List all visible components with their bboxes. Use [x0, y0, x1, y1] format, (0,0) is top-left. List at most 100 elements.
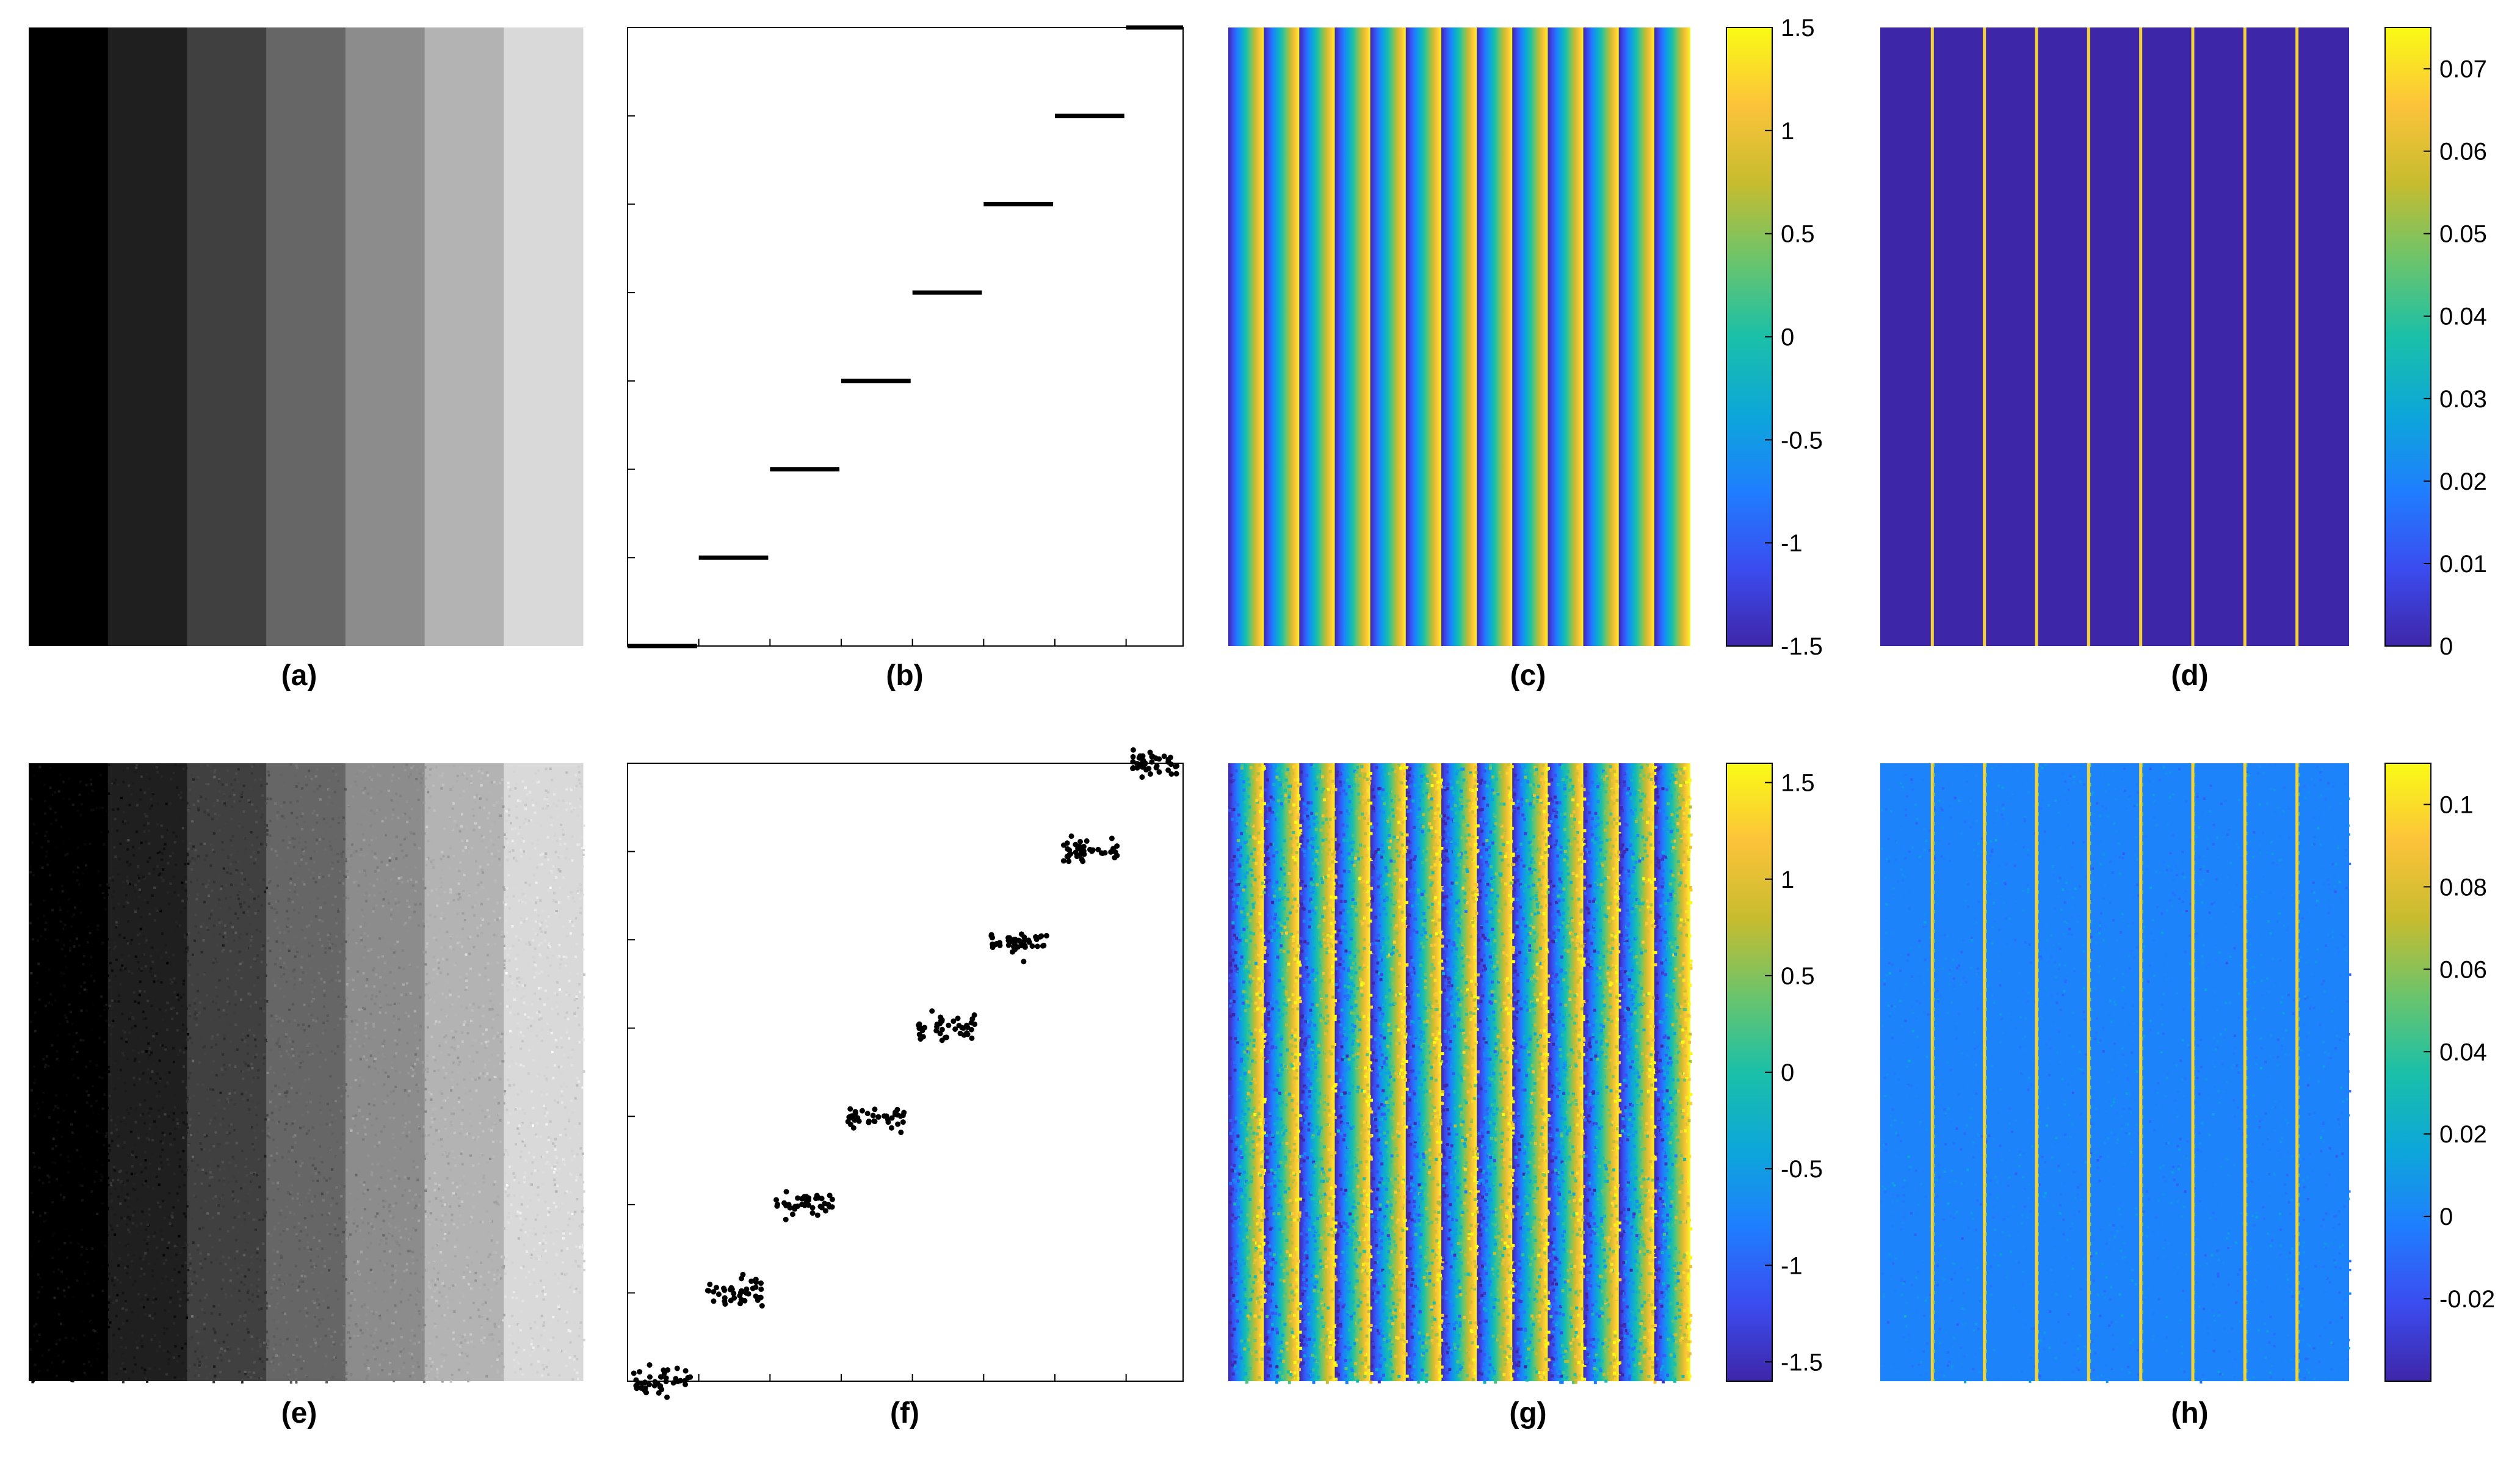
panel-c-wrap-stripe-9	[1512, 27, 1549, 646]
panel-h-colorbar-label: 0.08	[2439, 874, 2487, 901]
panel-f-point	[805, 1202, 811, 1208]
panel-f-point	[847, 1114, 853, 1120]
panel-f-point	[715, 1291, 722, 1298]
panel-g-colorbar-label: -1	[1781, 1252, 1803, 1279]
panel-f-point	[631, 1370, 637, 1376]
panel-f-step-6	[1060, 833, 1120, 865]
panel-h-background	[1880, 763, 2349, 1381]
panel-f-point	[744, 1286, 750, 1292]
panel-f-point	[1010, 949, 1016, 955]
panel-f-point	[990, 941, 996, 947]
panel-f-point	[960, 1025, 966, 1031]
panel-f-point	[1005, 935, 1012, 941]
panel-f-step-0	[631, 1362, 693, 1400]
panel-f-point	[866, 1119, 872, 1125]
panel-f-point	[803, 1198, 809, 1204]
panel-f-point	[1130, 753, 1136, 760]
panel-f-point	[1165, 767, 1171, 773]
panel-c-wrap-stripe-13	[1654, 27, 1690, 646]
panel-f-point	[646, 1362, 653, 1368]
panel-f-point	[745, 1291, 751, 1297]
panel-f-point	[713, 1285, 719, 1291]
panel-f-point	[1130, 759, 1136, 765]
panel-f-point	[661, 1367, 667, 1373]
panel-f-point	[647, 1374, 653, 1380]
panel-f-point	[875, 1114, 882, 1120]
panel-f-point	[952, 1026, 958, 1032]
panel-g-colorbar-label: -0.5	[1781, 1156, 1823, 1183]
panel-f-point	[783, 1216, 789, 1222]
panel-f-point	[939, 1026, 945, 1033]
panel-f-point	[895, 1121, 901, 1127]
panel-f-point	[637, 1369, 643, 1375]
panel-f-point	[753, 1279, 759, 1285]
panel-b-axes-frame	[627, 27, 1184, 647]
panel-h-colorbar-label: 0	[2439, 1203, 2453, 1230]
panel-c-colorbar-label: -1.5	[1781, 633, 1823, 660]
panel-f-point	[707, 1282, 713, 1288]
panel-f-point	[1167, 755, 1173, 761]
panel-f-point	[1173, 771, 1179, 777]
panel-f-point	[722, 1295, 728, 1301]
panel-caption-g: (g)	[1509, 1397, 1546, 1429]
panel-f-point	[1084, 838, 1090, 844]
panel-g-wrap-stripe-2	[1264, 763, 1300, 1381]
panel-g-noise	[1228, 763, 1693, 1384]
panel-f-point	[1064, 840, 1070, 846]
panel-f-point	[822, 1208, 828, 1214]
captions-layer: (a) (b) (c) (d) (e) (f) (g) (h)	[281, 659, 2209, 1429]
panel-f-point	[792, 1206, 798, 1212]
panel-f-point	[872, 1106, 878, 1113]
panel-f-point	[737, 1290, 744, 1296]
panel-f-point	[1079, 857, 1085, 863]
panel-f-point	[817, 1203, 824, 1210]
panel-g-colorbar-label: -1.5	[1781, 1349, 1823, 1376]
panel-f-point	[850, 1125, 856, 1131]
panel-d-colorbar-label: 0.06	[2439, 139, 2487, 165]
panel-f-point	[670, 1380, 676, 1386]
panel-f-point	[1109, 835, 1115, 841]
panel-d-colorbar-label: 0.05	[2439, 221, 2487, 248]
panel-caption-e: (e)	[281, 1397, 317, 1429]
panel-f-point	[711, 1289, 717, 1295]
panel-a-stripe-2	[107, 27, 187, 646]
panel-f-point	[739, 1276, 745, 1282]
panel-f-point	[1012, 937, 1018, 943]
panel-f-point	[799, 1196, 805, 1202]
panel-c-wrap-stripe-4	[1334, 27, 1371, 646]
panel-f-point	[711, 1298, 717, 1304]
panel-f-point	[758, 1286, 764, 1292]
panel-f-point	[1130, 764, 1136, 771]
panel-f-step-2	[773, 1189, 835, 1222]
panel-f-point	[1073, 849, 1079, 855]
panel-f-point	[1140, 753, 1146, 759]
panel-f-point	[852, 1109, 858, 1115]
panel-f-point	[635, 1380, 642, 1386]
panel-f-point	[1168, 761, 1174, 768]
panel-c-colorbar-label: 0.5	[1781, 221, 1815, 248]
panel-f-point	[1068, 851, 1074, 857]
panel-a-stripe-7	[504, 27, 584, 646]
panel-f-point	[1140, 764, 1146, 770]
panel-f-step-5	[988, 931, 1049, 965]
panel-f-point	[738, 1296, 744, 1302]
panel-f-point	[1114, 843, 1120, 849]
panel-f-point	[1108, 849, 1114, 855]
panel-f-point	[829, 1204, 835, 1210]
panel-f-point	[642, 1387, 648, 1393]
panel-f-point	[758, 1280, 764, 1287]
panel-f-point	[864, 1111, 871, 1117]
panel-f-point	[789, 1211, 795, 1218]
panel-c-wrap-stripe-12	[1618, 27, 1655, 646]
panel-g-colorbar-label: 1	[1781, 866, 1794, 893]
panel-h-colorbar	[2384, 763, 2431, 1382]
panel-e-noise	[29, 763, 585, 1384]
panel-f-point	[922, 1025, 928, 1031]
panel-f-point	[1005, 942, 1012, 948]
panel-f-point	[898, 1130, 904, 1136]
panel-h-colorbar-label: 0.1	[2439, 791, 2474, 818]
panel-f-point	[1095, 846, 1101, 852]
panel-f-point	[652, 1379, 658, 1385]
panel-f-point	[934, 1022, 940, 1028]
